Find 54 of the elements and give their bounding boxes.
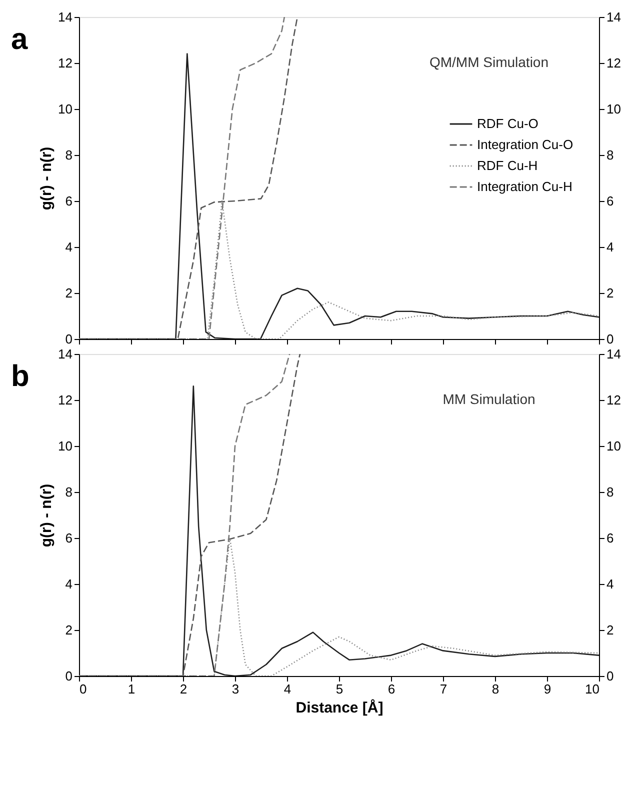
annotation: QM/MM Simulation <box>429 54 549 70</box>
x-tick-label: 4 <box>284 682 292 696</box>
y-tick-label: 12 <box>58 392 72 408</box>
y-tick-label: 6 <box>65 530 72 546</box>
x-tick-label: 7 <box>440 682 448 696</box>
y-tick-label: 14 <box>58 10 72 24</box>
x-tick-label: 0 <box>80 682 87 696</box>
y2-tick-label: 14 <box>606 346 621 362</box>
x-tick-label: 9 <box>544 682 552 696</box>
y-axis-title: g(r) - n(r) <box>38 146 56 210</box>
legend-label: RDF Cu-O <box>477 116 538 131</box>
y-axis-title: g(r) - n(r) <box>38 484 56 548</box>
y2-tick-label: 14 <box>606 10 621 24</box>
y2-tick-label: 10 <box>606 438 621 454</box>
x-tick-label: 5 <box>336 682 344 696</box>
legend-label: Integration Cu-O <box>477 137 574 152</box>
x-tick-label: 8 <box>492 682 500 696</box>
y-tick-label: 8 <box>65 484 72 500</box>
x-tick-label: 2 <box>180 682 188 696</box>
y2-tick-label: 0 <box>606 332 614 346</box>
y2-tick-label: 4 <box>606 576 614 592</box>
y-tick-label: 2 <box>65 622 72 638</box>
y-tick-label: 10 <box>58 102 72 116</box>
legend-label: RDF Cu-H <box>477 158 538 173</box>
y2-tick-label: 2 <box>606 286 614 300</box>
y-tick-label: 6 <box>65 194 72 208</box>
y2-tick-label: 2 <box>606 622 614 638</box>
legend-label: Integration Cu-H <box>477 179 572 194</box>
y2-tick-label: 8 <box>606 484 614 500</box>
text: a <box>11 23 28 56</box>
x-tick-label: 1 <box>128 682 136 696</box>
y-tick-label: 8 <box>65 148 72 162</box>
y-tick-label: 4 <box>65 240 72 254</box>
y-tick-label: 0 <box>65 668 72 684</box>
y2-tick-label: 12 <box>606 56 621 70</box>
y2-tick-label: 4 <box>606 240 614 254</box>
y2-tick-label: 6 <box>606 194 614 208</box>
y2-tick-label: 0 <box>606 668 614 684</box>
x-tick-label: 10 <box>585 682 600 696</box>
x-tick-label: 6 <box>388 682 396 696</box>
y-tick-label: 4 <box>65 576 72 592</box>
y-tick-label: 14 <box>58 346 72 362</box>
y2-tick-label: 12 <box>606 392 621 408</box>
y-tick-label: 0 <box>65 332 72 346</box>
text: b <box>11 360 30 393</box>
y2-tick-label: 10 <box>606 102 621 116</box>
y2-tick-label: 8 <box>606 148 614 162</box>
x-axis-title: Distance [Å] <box>296 698 384 716</box>
y-tick-label: 10 <box>58 438 72 454</box>
y-tick-label: 2 <box>65 286 72 300</box>
y-tick-label: 12 <box>58 56 72 70</box>
annotation: MM Simulation <box>442 391 536 407</box>
y2-tick-label: 6 <box>606 530 614 546</box>
x-tick-label: 3 <box>232 682 240 696</box>
